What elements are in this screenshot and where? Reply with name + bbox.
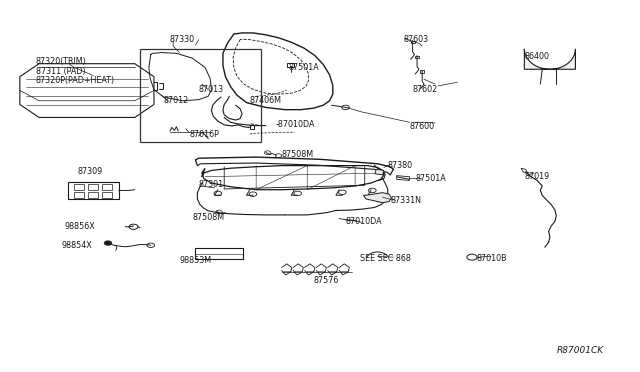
Text: 87013: 87013 [198, 85, 224, 94]
Text: 87331N: 87331N [390, 196, 421, 205]
Text: -87010DA: -87010DA [275, 121, 315, 129]
Text: 87406M: 87406M [250, 96, 282, 105]
Text: 98856X: 98856X [65, 222, 95, 231]
Text: SEE SEC 868: SEE SEC 868 [360, 254, 411, 263]
Polygon shape [524, 49, 575, 69]
Bar [140, 49, 261, 141]
Text: 87012: 87012 [164, 96, 189, 105]
Text: 86400: 86400 [524, 52, 549, 61]
Text: 87603: 87603 [403, 35, 428, 44]
Polygon shape [375, 169, 384, 175]
Text: 87501A: 87501A [288, 63, 319, 72]
Text: 87311 (PAD): 87311 (PAD) [36, 67, 86, 76]
Text: 87576: 87576 [314, 276, 339, 285]
Text: 87330: 87330 [170, 35, 195, 44]
Text: 87320P(PAD+HEAT): 87320P(PAD+HEAT) [36, 76, 115, 85]
Text: 87508M: 87508M [282, 150, 314, 159]
Text: 87602: 87602 [413, 85, 438, 94]
Text: 98853M: 98853M [179, 256, 212, 264]
Text: 87019: 87019 [524, 172, 550, 181]
Text: 87320(TRIM): 87320(TRIM) [36, 57, 86, 66]
Text: 87016P: 87016P [189, 130, 219, 140]
Text: 98854X: 98854X [61, 241, 92, 250]
Text: 87010B: 87010B [476, 254, 507, 263]
Text: 87501A: 87501A [416, 174, 447, 183]
Bar [195, 248, 243, 259]
Text: 87600: 87600 [410, 122, 435, 131]
Text: 87508M: 87508M [192, 213, 225, 222]
Text: R87001CK: R87001CK [556, 346, 604, 355]
Text: 87309: 87309 [77, 167, 102, 176]
Text: 87010DA: 87010DA [346, 217, 382, 226]
Text: 87301: 87301 [198, 180, 224, 189]
Polygon shape [364, 193, 392, 203]
Circle shape [104, 241, 112, 245]
Text: 87380: 87380 [387, 161, 412, 170]
